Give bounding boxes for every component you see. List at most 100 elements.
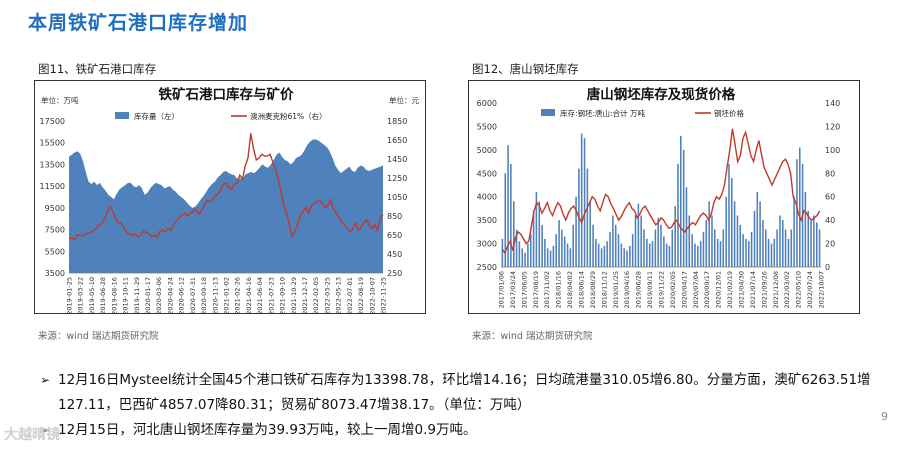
right-tick-label: 250 [387,269,402,278]
inventory-bar [677,163,679,267]
x-tick-label: 2020-03-06 [155,277,163,313]
inventory-bar [535,192,538,267]
x-tick-label: 2022-02-05 [312,277,320,313]
inventory-bar [617,234,620,267]
x-tick-label: 2021/02/19 [726,271,734,308]
inventory-bar [555,234,557,267]
x-tick-label: 2021-04-16 [245,277,253,313]
inventory-bar [572,224,574,267]
inventory-bar [682,149,685,267]
inventory-bar [597,243,600,267]
inventory-bar [637,203,640,267]
inventory-bar [765,229,767,267]
inventory-bar [807,210,810,267]
chart-title: 唐山钢坯库存及现货价格 [587,86,736,103]
inventory-bar [793,196,795,267]
inventory-bar [813,215,815,267]
x-tick-label: 2018/08/29 [589,271,597,308]
right-tick-label: 20 [825,240,835,249]
arrow-bullet-icon: ➢ [40,373,51,387]
inventory-bar [668,245,671,267]
inventory-bar [733,201,736,267]
inventory-bar [575,196,577,267]
x-tick-label: 2018/06/14 [578,271,586,308]
x-tick-label: 2017/11/02 [543,271,551,308]
inventory-bar [603,245,606,267]
x-tick-label: 2020-07-31 [189,277,197,313]
inventory-bar [790,229,793,267]
left-axis-unit: 单位：万吨 [41,95,79,105]
inventory-bar [583,138,586,267]
inventory-bar [731,178,733,267]
inventory-bar [691,234,693,267]
x-tick-label: 2021-01-02 [223,277,231,313]
inventory-bar [521,248,524,267]
inventory-bar [674,206,676,267]
inventory-area-series [69,139,383,273]
x-tick-label: 2021/12/08 [772,271,780,308]
inventory-bar [648,243,651,267]
left-tick-label: 2500 [477,263,497,272]
x-tick-label: 2020-09-18 [200,277,208,313]
inventory-bar [770,243,773,267]
left-tick-label: 6000 [477,99,497,108]
inventory-bar [748,241,750,267]
watermark-logo: 大越晴镜 [4,427,60,443]
inventory-bar [680,135,682,267]
inventory-bar [515,229,518,267]
inventory-bar [767,238,770,267]
x-tick-label: 2019-05-10 [88,277,96,313]
inventory-bar [586,168,589,267]
right-tick-label: 140 [825,99,840,108]
x-tick-label: 2022/05/10 [795,271,803,308]
x-tick-label: 2022-05-13 [335,277,343,313]
right-axis-unit: 单位：元 [389,95,419,105]
left-tick-label: 5000 [477,146,497,155]
legend-entry: 澳洲麦克粉61%（右） [250,111,327,121]
x-tick-label: 2021/09/26 [760,271,768,308]
right-tick-label: 60 [825,193,835,202]
inventory-bar [657,217,659,267]
x-tick-label: 2019-11-29 [133,277,141,313]
x-tick-label: 2018/11/12 [600,271,608,308]
chart-frame-billet-inventory: 唐山钢坯库存及现货价格 2500 3000 3500 4000 4500 5000 5500 6… [468,80,860,314]
chart-title: 铁矿石港口库存与矿价 [159,86,294,103]
inventory-bar [697,245,699,267]
price-line-series [68,133,384,241]
x-tick-label: 2020/02/05 [669,271,677,308]
commentary-item: ➢ 12月15日，河北唐山钢坯库存量为39.93万吨，较上一周增0.9万吨。 [40,418,885,443]
inventory-bar [716,238,719,267]
right-tick-label: 80 [825,169,835,178]
inventory-bar [654,229,657,267]
left-tick-label: 3500 [45,269,65,278]
x-tick-label: 2022-08-19 [357,277,365,313]
x-tick-label: 2021-07-23 [267,277,275,313]
inventory-bar [782,220,784,267]
figure-source-11: 来源：wind 瑞达期货研究院 [38,331,159,342]
page-title: 本周铁矿石港口库存增加 [28,12,249,34]
x-tick-label: 2019/09/11 [646,271,654,308]
inventory-bar [623,248,625,267]
inventory-bar [759,201,761,267]
inventory-bar [524,252,526,267]
left-tick-label: 17500 [40,117,65,126]
legend-entry: 钢坯价格 [714,108,744,118]
x-tick-label: 2021-10-29 [290,277,298,313]
inventory-bar [504,173,507,267]
right-tick-label: 1250 [387,174,407,183]
inventory-bar [773,238,776,267]
inventory-bar [592,224,594,267]
inventory-bar [546,248,549,267]
x-tick-label: 2017/03/24 [509,271,517,308]
right-tick-label: 650 [387,231,402,240]
x-tick-label: 2020/09/17 [703,271,711,308]
right-tick-label: 120 [825,122,840,131]
x-tick-label: 2019-10-11 [122,277,130,313]
commentary-text: 12月16日Mysteel统计全国45个港口铁矿石库存为13398.78，环比增… [58,372,871,413]
inventory-bar [725,196,727,267]
inventory-bar [804,192,807,267]
inventory-bar [612,215,614,267]
x-tick-label: 2022-03-25 [323,277,331,313]
inventory-bar [563,236,566,267]
